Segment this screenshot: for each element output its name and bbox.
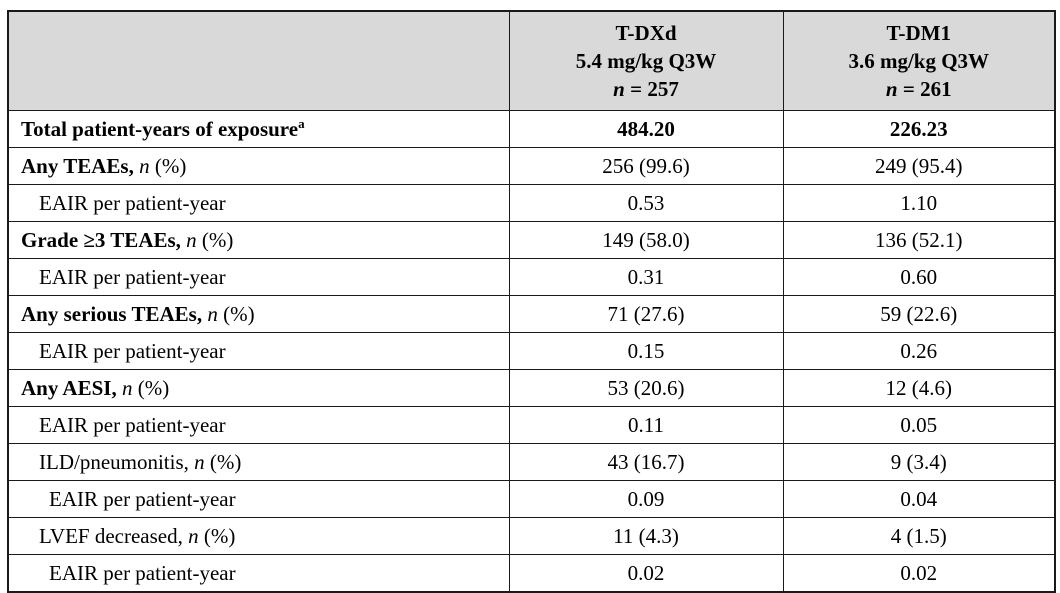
table-row: EAIR per patient-year 0.15 0.26 xyxy=(7,332,1056,370)
tdm1-value-cell: 0.26 xyxy=(782,332,1056,370)
row-label-cell: Any AESI, n (%) xyxy=(7,369,510,407)
tdm1-value-cell: 59 (22.6) xyxy=(782,295,1056,333)
row-label: LVEF decreased, xyxy=(39,523,183,548)
tdxd-value-cell: 0.31 xyxy=(508,258,784,296)
tdxd-n-count: n = 257 xyxy=(514,75,779,103)
tdxd-value-cell: 0.09 xyxy=(508,480,784,518)
table-header: T-DXd 5.4 mg/kg Q3W n = 257 T-DM1 3.6 mg… xyxy=(7,10,1056,111)
table-row: Any serious TEAEs, n (%) 71 (27.6) 59 (22.… xyxy=(7,295,1056,333)
table-row: Total patient-years of exposurea 484.20 22… xyxy=(7,110,1056,148)
row-label: EAIR per patient-year xyxy=(39,190,226,215)
table-row: EAIR per patient-year 0.31 0.60 xyxy=(7,258,1056,296)
row-label: EAIR per patient-year xyxy=(49,560,236,585)
n-symbol: n xyxy=(613,77,625,101)
row-label-cell: Grade ≥3 TEAEs, n (%) xyxy=(7,221,510,259)
tdm1-value-cell: 9 (3.4) xyxy=(782,443,1056,481)
tdxd-value-cell: 53 (20.6) xyxy=(508,369,784,407)
header-tdxd-cell: T-DXd 5.4 mg/kg Q3W n = 257 xyxy=(508,10,784,111)
n-symbol: n xyxy=(186,227,197,252)
tdxd-value-cell: 11 (4.3) xyxy=(508,517,784,555)
table-row: EAIR per patient-year 0.11 0.05 xyxy=(7,406,1056,444)
tdm1-value-cell: 1.10 xyxy=(782,184,1056,222)
row-label-cell: EAIR per patient-year xyxy=(7,554,510,593)
row-label: EAIR per patient-year xyxy=(39,264,226,289)
tdm1-value-cell: 0.05 xyxy=(782,406,1056,444)
n-symbol: n xyxy=(188,523,199,548)
n-symbol: n xyxy=(194,449,205,474)
n-symbol: n xyxy=(121,375,133,400)
footnote-marker: a xyxy=(298,115,305,131)
tdxd-value-cell: 0.11 xyxy=(508,406,784,444)
tdxd-value-cell: 71 (27.6) xyxy=(508,295,784,333)
tdm1-value-cell: 226.23 xyxy=(782,110,1056,148)
row-label-cell: EAIR per patient-year xyxy=(7,406,510,444)
row-label-cell: EAIR per patient-year xyxy=(7,480,510,518)
header-tdm1-cell: T-DM1 3.6 mg/kg Q3W n = 261 xyxy=(782,10,1056,111)
tdm1-n-count: n = 261 xyxy=(788,75,1051,103)
tdxd-value-cell: 256 (99.6) xyxy=(508,147,784,185)
tdxd-value-cell: 0.53 xyxy=(508,184,784,222)
row-label-cell: LVEF decreased, n (%) xyxy=(7,517,510,555)
row-label: Any TEAEs, xyxy=(21,153,134,178)
row-label: EAIR per patient-year xyxy=(39,338,226,363)
table-row: Any TEAEs, n (%) 256 (99.6) 249 (95.4) xyxy=(7,147,1056,185)
row-label: Grade ≥3 TEAEs, xyxy=(21,227,181,252)
tdm1-drug-name: T-DM1 xyxy=(886,21,952,45)
tdxd-value-cell: 43 (16.7) xyxy=(508,443,784,481)
table-row: EAIR per patient-year 0.02 0.02 xyxy=(7,554,1056,593)
tdxd-value-cell: 0.15 xyxy=(508,332,784,370)
safety-table: T-DXd 5.4 mg/kg Q3W n = 257 T-DM1 3.6 mg… xyxy=(7,10,1056,593)
tdxd-drug-name: T-DXd xyxy=(615,21,677,45)
tdxd-value-cell: 484.20 xyxy=(508,110,784,148)
row-label: Any serious TEAEs, xyxy=(21,301,203,326)
n-value: = 257 xyxy=(630,77,679,101)
n-symbol: n xyxy=(207,301,218,326)
n-symbol: n xyxy=(885,77,898,101)
table-row: LVEF decreased, n (%) 11 (4.3) 4 (1.5) xyxy=(7,517,1056,555)
tdm1-value-cell: 4 (1.5) xyxy=(782,517,1056,555)
row-label: EAIR per patient-year xyxy=(39,412,226,437)
row-label-cell: EAIR per patient-year xyxy=(7,258,510,296)
tdm1-value-cell: 0.04 xyxy=(782,480,1056,518)
header-row: T-DXd 5.4 mg/kg Q3W n = 257 T-DM1 3.6 mg… xyxy=(7,10,1056,111)
table-row: EAIR per patient-year 0.09 0.04 xyxy=(7,480,1056,518)
tdxd-value-cell: 149 (58.0) xyxy=(508,221,784,259)
table-row: Grade ≥3 TEAEs, n (%) 149 (58.0) 136 (52.1… xyxy=(7,221,1056,259)
n-value: = 261 xyxy=(902,77,952,101)
tdm1-value-cell: 0.60 xyxy=(782,258,1056,296)
tdm1-value-cell: 249 (95.4) xyxy=(782,147,1056,185)
table-body: Total patient-years of exposurea 484.20 22… xyxy=(7,110,1056,593)
n-symbol: n xyxy=(139,153,150,178)
row-label: ILD/pneumonitis, xyxy=(39,449,189,474)
row-label-cell: ILD/pneumonitis, n (%) xyxy=(7,443,510,481)
tdm1-dose: 3.6 mg/kg Q3W xyxy=(848,49,990,73)
tdxd-dose: 5.4 mg/kg Q3W xyxy=(575,49,717,73)
tdxd-value-cell: 0.02 xyxy=(508,554,784,593)
row-label: Any AESI, xyxy=(21,375,117,400)
header-corner-cell xyxy=(7,10,510,111)
row-label-cell: EAIR per patient-year xyxy=(7,184,510,222)
row-label: Total patient-years of exposurea xyxy=(21,115,305,141)
tdm1-value-cell: 136 (52.1) xyxy=(782,221,1056,259)
row-label-cell: Any serious TEAEs, n (%) xyxy=(7,295,510,333)
row-label-cell: Any TEAEs, n (%) xyxy=(7,147,510,185)
table-row: ILD/pneumonitis, n (%) 43 (16.7) 9 (3.4) xyxy=(7,443,1056,481)
tdm1-value-cell: 12 (4.6) xyxy=(782,369,1056,407)
table-row: Any AESI, n (%) 53 (20.6) 12 (4.6) xyxy=(7,369,1056,407)
row-label-cell: Total patient-years of exposurea xyxy=(7,110,510,148)
tdm1-value-cell: 0.02 xyxy=(782,554,1056,593)
table-row: EAIR per patient-year 0.53 1.10 xyxy=(7,184,1056,222)
row-label: EAIR per patient-year xyxy=(49,486,236,511)
row-label-cell: EAIR per patient-year xyxy=(7,332,510,370)
